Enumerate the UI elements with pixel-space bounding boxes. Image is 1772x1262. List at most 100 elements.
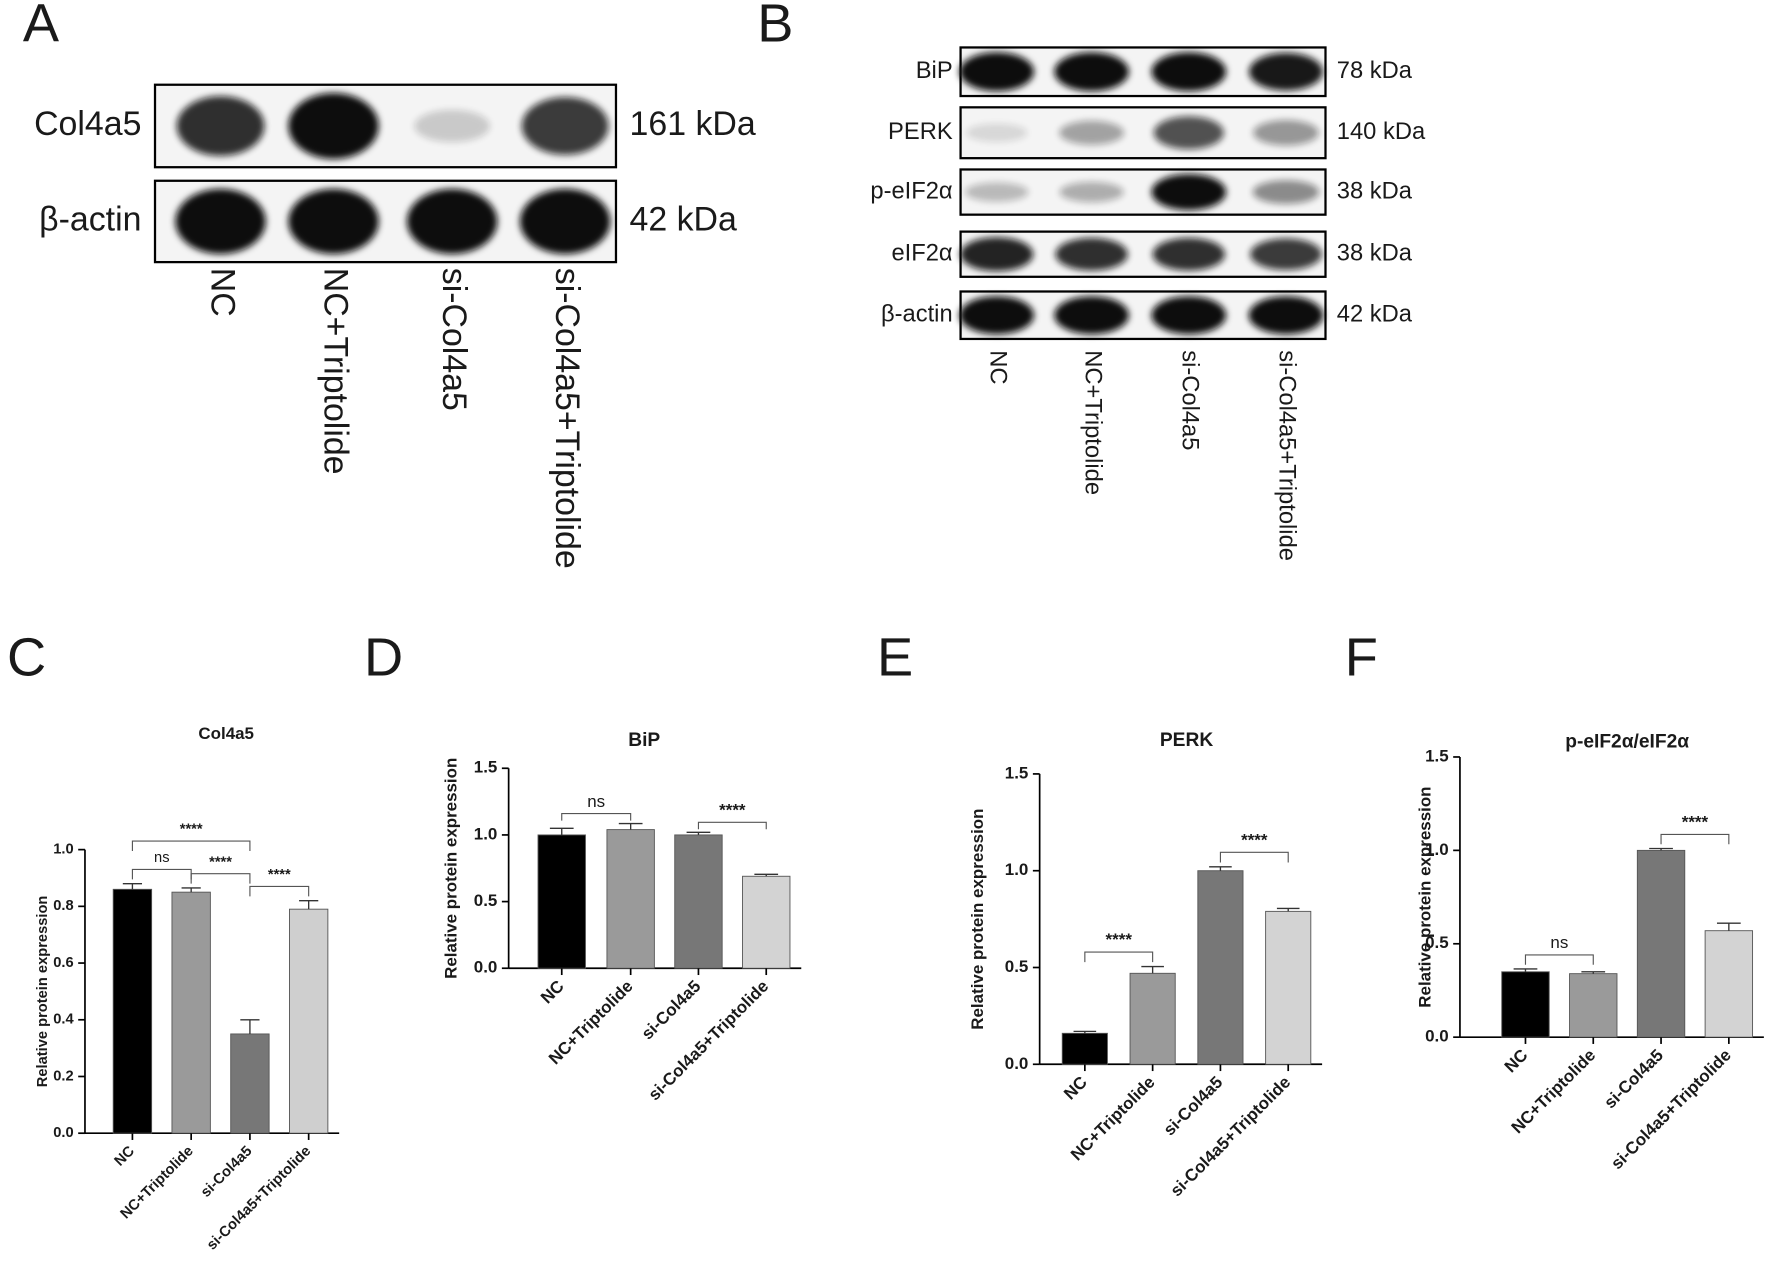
- bar: [289, 908, 329, 1134]
- error-bar: [1649, 847, 1673, 851]
- lane-label: si-Col4a5+Triptolide: [548, 268, 586, 569]
- panel-letter: C: [7, 627, 46, 687]
- bar: [1704, 930, 1754, 1038]
- x-tick-label: si-Col4a5: [198, 1143, 255, 1200]
- error-bar: [1073, 1030, 1097, 1034]
- significance-bracket: [1084, 951, 1154, 963]
- y-tick-label: 1.0: [1005, 860, 1029, 879]
- x-tick-label: si-Col4a5: [1600, 1046, 1667, 1113]
- protein-band: [175, 188, 266, 254]
- protein-band: [1059, 120, 1125, 145]
- protein-band: [519, 188, 611, 254]
- error-bar: [1513, 968, 1538, 972]
- bar-chart: D BiP Relative protein expression 0.0 0.5 1.0…: [364, 627, 802, 1105]
- protein-band: [414, 109, 490, 143]
- bar: [171, 891, 211, 1134]
- y-tick-label: 0.0: [53, 1125, 73, 1141]
- y-axis-label: Relative protein expression: [442, 758, 461, 979]
- lane-label: NC: [984, 350, 1010, 384]
- error-bar: [754, 873, 779, 877]
- significance-label: ****: [1241, 830, 1268, 849]
- significance-label: ****: [719, 800, 746, 819]
- protein-band: [1248, 296, 1324, 335]
- protein-band: [1253, 120, 1319, 146]
- protein-band: [1151, 173, 1227, 211]
- y-axis-label: Relative protein expression: [35, 896, 51, 1088]
- y-axis-label: Relative protein expression: [1416, 786, 1435, 1007]
- y-tick-label: 0.0: [474, 958, 498, 977]
- bar: [112, 888, 153, 1134]
- protein-name: Col4a5: [34, 105, 141, 143]
- error-bar: [549, 827, 574, 835]
- molecular-weight: 78 kDa: [1337, 58, 1413, 84]
- x-tick-label: si-Col4a5: [1160, 1073, 1227, 1140]
- protein-band: [1153, 116, 1224, 150]
- lane-label: NC: [204, 268, 242, 317]
- protein-band: [1250, 238, 1322, 271]
- protein-band: [965, 123, 1028, 142]
- significance-bracket: [1660, 833, 1730, 845]
- protein-band: [1059, 181, 1124, 203]
- x-tick-label: si-Col4a5: [638, 977, 705, 1044]
- y-tick-label: 0.5: [1425, 933, 1449, 952]
- y-tick-label: 1.5: [474, 758, 498, 777]
- protein-band: [521, 97, 609, 155]
- x-tick-label: si-Col4a5+Triptolide: [1607, 1046, 1735, 1174]
- significance-label: ****: [1106, 930, 1133, 949]
- protein-band: [1054, 296, 1129, 335]
- protein-name: β-actin: [881, 301, 953, 327]
- error-bar: [1276, 907, 1300, 912]
- significance-label: ns: [587, 792, 605, 811]
- bar: [742, 875, 791, 969]
- protein-name: eIF2α: [891, 240, 952, 266]
- western-blot: B BiP 78 kDa PERK 140 kDa p-eIF2α 38 kDa eIF2α 3…: [757, 0, 1426, 561]
- chart-title: p-eIF2α/eIF2α: [1565, 731, 1689, 752]
- y-tick-label: 0.5: [1005, 957, 1029, 976]
- significance-label: ns: [154, 850, 170, 866]
- molecular-weight: 140 kDa: [1337, 119, 1426, 145]
- bar: [1129, 972, 1176, 1065]
- panel-letter: D: [364, 627, 403, 687]
- bar: [1197, 870, 1244, 1065]
- panel-letter: F: [1345, 627, 1378, 687]
- x-tick-label: si-Col4a5+Triptolide: [204, 1143, 314, 1253]
- significance-bracket: [131, 868, 192, 880]
- error-bar: [686, 831, 711, 835]
- error-bar: [122, 882, 143, 890]
- bar: [537, 834, 586, 969]
- bar: [674, 834, 723, 969]
- lane-label: si-Col4a5: [1177, 350, 1203, 450]
- molecular-weight: 38 kDa: [1337, 240, 1413, 266]
- protein-band: [1151, 296, 1227, 335]
- significance-label: ****: [268, 867, 291, 883]
- protein-band: [959, 52, 1035, 92]
- chart-title: Col4a5: [198, 724, 254, 743]
- x-tick-label: si-Col4a5+Triptolide: [1167, 1073, 1295, 1201]
- significance-bracket: [131, 840, 251, 852]
- error-bar: [299, 899, 319, 910]
- protein-band: [1152, 237, 1225, 271]
- error-bar: [181, 887, 201, 893]
- x-tick-label: NC: [537, 977, 568, 1008]
- protein-band: [176, 96, 265, 156]
- error-bar: [1581, 971, 1606, 974]
- significance-label: ns: [1550, 933, 1568, 952]
- significance-label: ****: [180, 822, 203, 838]
- y-tick-label: 1.0: [53, 841, 73, 857]
- x-tick-label: si-Col4a5+Triptolide: [645, 977, 773, 1105]
- error-bar: [1209, 866, 1232, 871]
- lane-label: si-Col4a5: [435, 268, 473, 411]
- protein-band: [406, 188, 498, 254]
- western-blot: A Col4a5 161 kDa β-actin 42 kDa NC NC+Triptoli…: [23, 0, 756, 569]
- protein-band: [959, 296, 1035, 335]
- y-tick-label: 0.0: [1425, 1027, 1449, 1046]
- y-tick-label: 1.0: [474, 824, 498, 843]
- lane-label: NC+Triptolide: [317, 268, 355, 475]
- y-tick-label: 0.5: [474, 891, 498, 910]
- protein-band: [1151, 52, 1227, 92]
- x-tick-label: NC: [1501, 1046, 1532, 1077]
- protein-name: p-eIF2α: [870, 178, 953, 204]
- y-axis-label: Relative protein expression: [968, 808, 987, 1029]
- molecular-weight: 42 kDa: [630, 200, 737, 238]
